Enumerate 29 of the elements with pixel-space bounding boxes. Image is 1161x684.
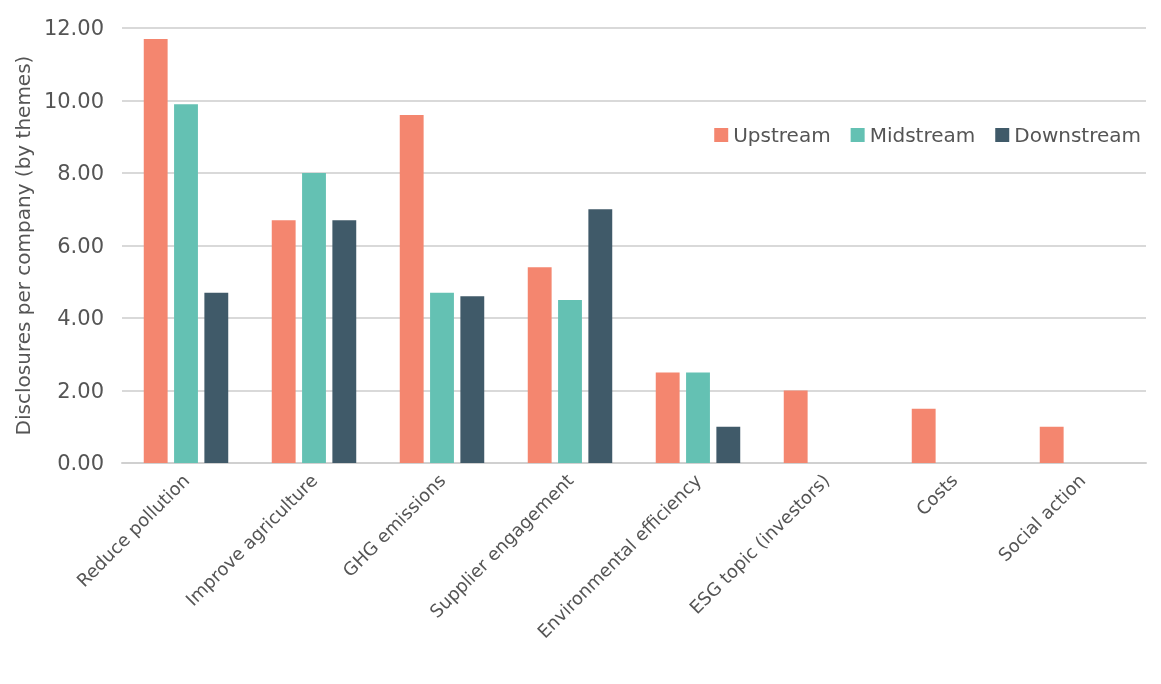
y-tick-label: 12.00 [43, 16, 104, 40]
legend-label: Upstream [733, 123, 831, 147]
y-tick-label: 6.00 [57, 233, 104, 258]
y-tick-label: 10.00 [43, 88, 104, 113]
bar [174, 104, 198, 463]
bar [204, 292, 229, 463]
y-tick-label: 8.00 [57, 161, 104, 185]
bar [430, 292, 454, 463]
bar [558, 299, 582, 463]
bar [1039, 426, 1064, 463]
bar [460, 296, 485, 463]
bar [716, 426, 741, 463]
y-tick-label: 2.00 [57, 378, 104, 403]
y-axis-title: Disclosures per company (by themes) [10, 55, 35, 436]
bar [686, 372, 710, 463]
bar [332, 220, 357, 463]
y-tick-label: 0.00 [57, 451, 104, 475]
y-tick-label: 4.00 [57, 306, 104, 330]
bar [143, 38, 168, 463]
legend-label: Midstream [869, 123, 976, 147]
bar [271, 220, 296, 463]
bar [588, 209, 613, 463]
bar [302, 173, 326, 463]
legend-label: Downstream [1014, 123, 1142, 147]
bar [527, 267, 552, 463]
bar [783, 390, 808, 463]
bar [655, 372, 680, 463]
bar [911, 408, 936, 463]
bar [399, 115, 424, 463]
